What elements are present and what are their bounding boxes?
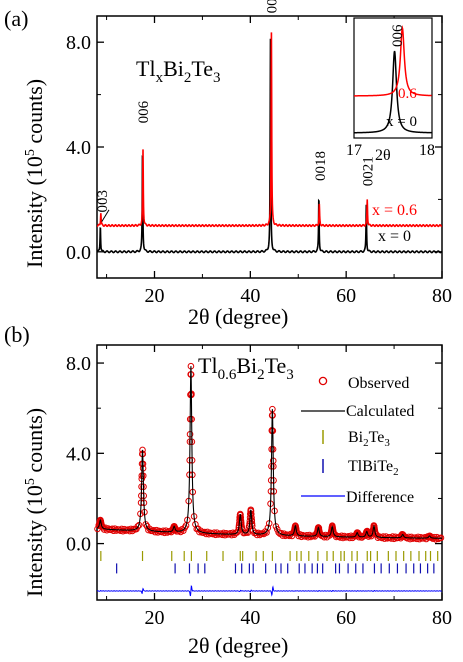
series-line-x06 xyxy=(96,32,442,228)
observed-point xyxy=(134,523,142,530)
peak-003-arrow xyxy=(101,209,110,222)
panel-a-ticks: 20 40 60 80 0.0 4.0 8.0 xyxy=(66,16,452,307)
panel-b-formula: Tl0.6Bi2Te3 xyxy=(198,353,294,383)
inset-label-06: 0.6 xyxy=(398,86,417,102)
inset-plot: 006 0.6 x = 0 17 18 2θ xyxy=(346,17,435,164)
inset-label-x0: x = 0 xyxy=(386,114,417,130)
panel-b-ticks: 20 40 60 80 0.0 4.0 8.0 xyxy=(66,345,452,629)
panel-b-xtick-label: 40 xyxy=(240,607,260,629)
difference-line xyxy=(96,585,442,597)
peak-label: 0015 xyxy=(264,0,280,13)
panel-b-ytick-label: 0.0 xyxy=(66,534,91,556)
calculated-line xyxy=(96,366,442,539)
inset-series-x06 xyxy=(354,25,432,97)
panel-b-ytick-label: 4.0 xyxy=(66,443,91,465)
panel-b-ytick-label: 8.0 xyxy=(66,353,91,375)
peak-label: 0018 xyxy=(313,151,329,181)
peak-label: 006 xyxy=(136,100,152,123)
panel-a-xtick-label: 60 xyxy=(336,285,356,307)
legend-difference: Difference xyxy=(346,489,414,506)
panel-a-ylabel: Intensity (105 counts) xyxy=(22,79,47,268)
peak-label: 003 xyxy=(95,190,111,213)
inset-xlabel: 2θ xyxy=(375,147,391,164)
panel-b-ylabel: Intensity (105 counts) xyxy=(22,408,47,597)
inset-peak-label: 006 xyxy=(390,24,406,47)
legend-calculated: Calculated xyxy=(346,403,414,420)
inset-tick-17: 17 xyxy=(346,142,362,159)
panel-b-label: (b) xyxy=(4,322,30,347)
peak-label: 0021 xyxy=(360,156,376,186)
panel-a-xtick-label: 20 xyxy=(145,285,165,307)
inset-tick-18: 18 xyxy=(419,142,435,159)
legend-x0: x = 0 xyxy=(378,228,411,245)
panel-a-peak-labels: 003 006 0015 0018 0021 xyxy=(95,0,376,222)
legend-x06: x = 0.6 xyxy=(372,202,417,219)
inset-series-x0 xyxy=(353,50,432,134)
panel-a-xlabel: 2θ (degree) xyxy=(188,304,288,329)
panel-a-formula: TlxBi2Te3 xyxy=(136,56,221,86)
panel-b-xtick-label: 80 xyxy=(432,607,452,629)
panel-a-series xyxy=(96,32,443,254)
panel-a-ytick-label: 8.0 xyxy=(66,32,91,54)
inset-series xyxy=(353,25,432,134)
panel-b-xtick-label: 60 xyxy=(336,607,356,629)
legend-observed-marker xyxy=(318,376,328,386)
observed-point xyxy=(286,532,293,540)
panel-a: (a) 20 40 60 80 0.0 4.0 8.0 003 006 0015 0018 0021… xyxy=(4,0,452,329)
observed-point xyxy=(264,524,272,532)
series-line-x0 xyxy=(96,38,443,254)
panel-b-legend: Observed Calculated Bi2Te3 TlBiTe2 Diffe… xyxy=(301,375,414,506)
panel-a-xtick-label: 80 xyxy=(432,285,452,307)
observed-point xyxy=(263,529,270,536)
legend-tlbite2: TlBiTe2 xyxy=(348,458,399,478)
panel-a-ytick-label: 0.0 xyxy=(66,242,91,264)
panel-b-series xyxy=(94,362,445,597)
panel-b: (b) 20 40 60 80 0.0 4.0 8.0 Tl0.6Bi2Te3 Observ… xyxy=(4,322,452,658)
panel-a-xtick-label: 40 xyxy=(240,285,260,307)
panel-b-xtick-label: 20 xyxy=(145,607,165,629)
panel-a-ytick-label: 4.0 xyxy=(66,137,91,159)
legend-observed: Observed xyxy=(348,375,409,392)
panel-b-xlabel: 2θ (degree) xyxy=(188,633,288,658)
legend-bi2te3: Bi2Te3 xyxy=(348,429,390,449)
panel-b-frame xyxy=(96,344,443,601)
panel-a-label: (a) xyxy=(4,6,28,31)
